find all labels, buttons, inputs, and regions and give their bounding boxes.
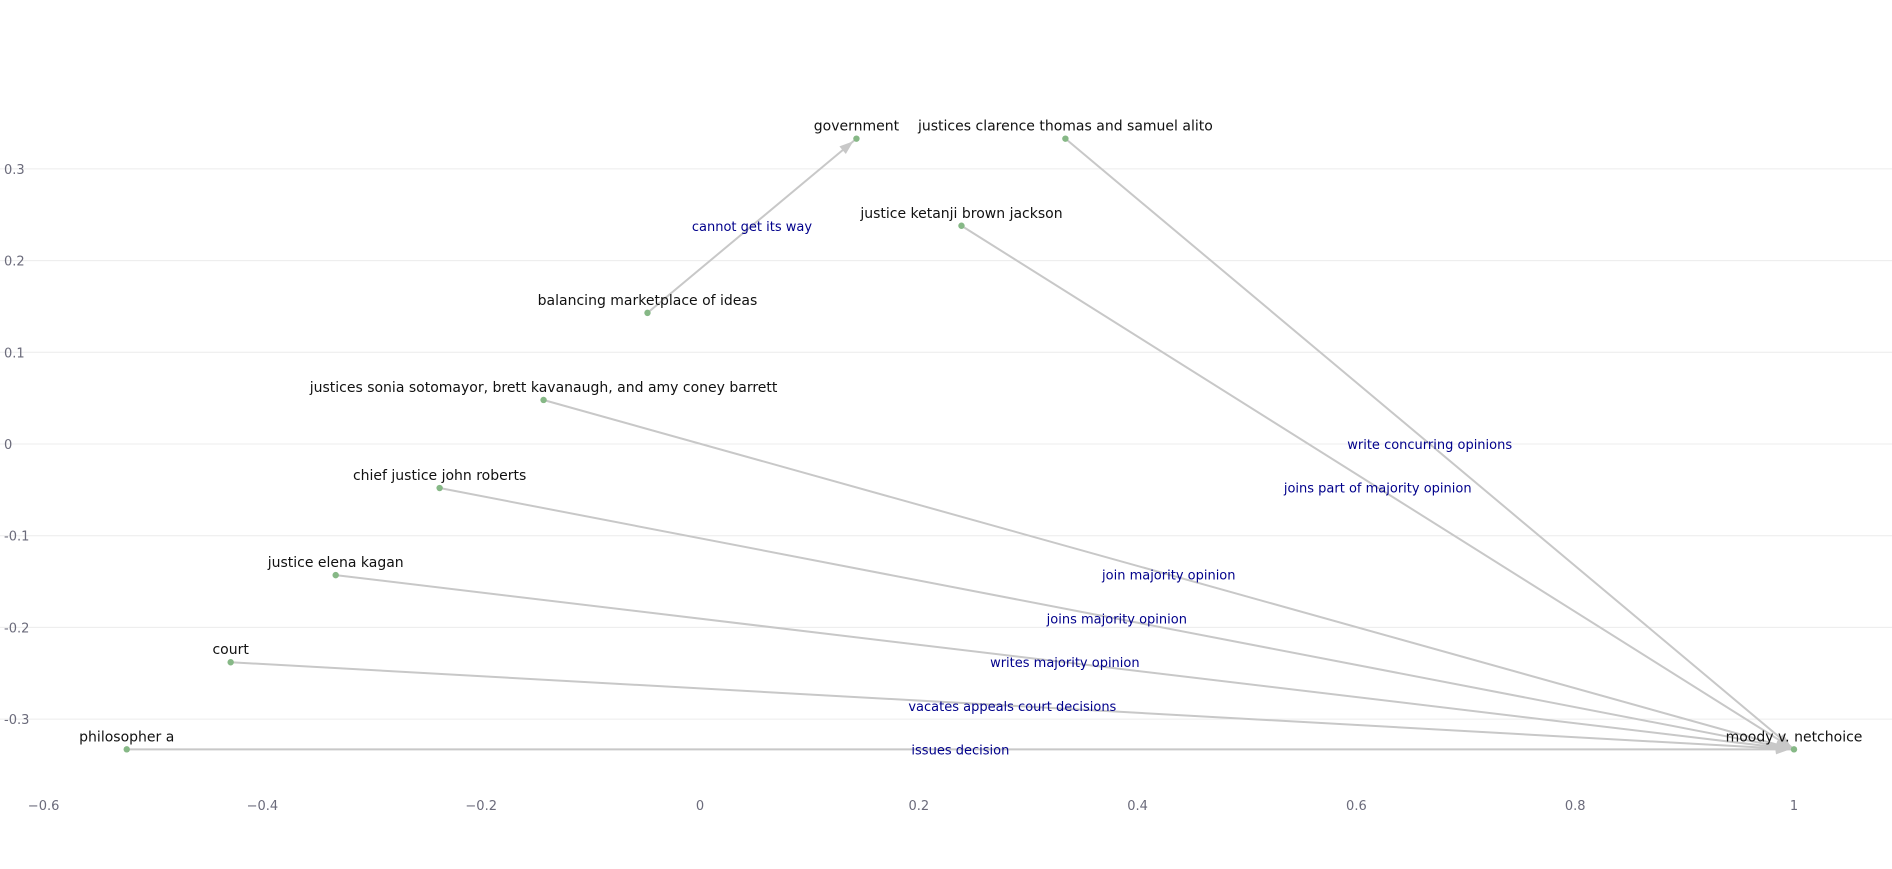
y-tick-label: 0.3 — [4, 163, 25, 178]
edge-label: issues decision — [911, 743, 1009, 758]
node-dot — [958, 222, 965, 229]
edge-label: joins majority opinion — [1046, 613, 1187, 628]
edge-label: joins part of majority opinion — [1283, 482, 1472, 497]
node-dot — [540, 396, 547, 404]
x-tick-label: 0.4 — [1127, 799, 1148, 814]
node-label: government — [814, 119, 900, 135]
edge-label: join majority opinion — [1101, 569, 1236, 584]
node-labels: government justices clarence thomas and s… — [79, 119, 1862, 746]
grid-lines — [0, 168, 1892, 720]
nodes — [123, 135, 1798, 753]
x-tick-label: −0.2 — [465, 799, 497, 814]
edge-arrowhead — [1776, 744, 1790, 755]
edge-label: vacates appeals court decisions — [908, 700, 1116, 715]
node-label: court — [212, 642, 249, 658]
edge-arrowhead — [839, 141, 854, 155]
edge-line — [1064, 137, 1795, 751]
x-tick-label: 0 — [696, 799, 704, 814]
node-dot — [436, 484, 443, 492]
edges — [126, 137, 1795, 755]
y-axis-ticks: 0.3 0.2 0.1 0 -0.1 -0.2 -0.3 — [4, 163, 29, 728]
node-dot — [332, 571, 339, 579]
y-tick-label: -0.1 — [4, 530, 29, 545]
edge-line — [439, 487, 1795, 751]
x-tick-label: 0.6 — [1346, 799, 1367, 814]
edge-line — [960, 224, 1795, 751]
node-label: justices clarence thomas and samuel alit… — [917, 119, 1213, 135]
y-tick-label: 0.1 — [4, 346, 25, 361]
x-axis-ticks: −0.6 −0.4 −0.2 0 0.2 0.4 0.6 0.8 1 — [28, 799, 1798, 814]
y-tick-label: 0.2 — [4, 255, 25, 270]
edge-line — [335, 574, 1795, 751]
node-dot — [1790, 746, 1798, 753]
node-dot — [853, 135, 860, 142]
edge-label: write concurring opinions — [1347, 438, 1512, 453]
x-tick-label: 1 — [1790, 799, 1798, 814]
node-label: justice elena kagan — [267, 555, 404, 571]
y-tick-label: 0 — [4, 438, 12, 453]
node-label: justices sonia sotomayor, brett kavanaug… — [309, 380, 778, 396]
edge-labels: cannot get its way write concurring opini… — [692, 220, 1512, 759]
edge-label: writes majority opinion — [990, 656, 1140, 671]
edge-line — [230, 661, 1795, 751]
y-tick-label: -0.3 — [4, 713, 29, 728]
node-dot — [644, 309, 651, 317]
x-tick-label: 0.8 — [1565, 799, 1586, 814]
edge-line — [543, 399, 1795, 751]
node-label: chief justice john roberts — [353, 468, 526, 484]
y-tick-label: -0.2 — [4, 621, 29, 636]
node-label: balancing marketplace of ideas — [538, 293, 758, 309]
node-dot — [227, 659, 234, 666]
x-tick-label: −0.6 — [28, 799, 60, 814]
x-tick-label: 0.2 — [908, 799, 929, 814]
node-label: moody v. netchoice — [1726, 729, 1863, 745]
node-dot — [123, 746, 130, 753]
node-label: justice ketanji brown jackson — [859, 206, 1062, 222]
edge-line — [646, 137, 858, 314]
node-label: philosopher a — [79, 729, 174, 745]
node-dot — [1062, 135, 1069, 142]
x-tick-label: −0.4 — [247, 799, 279, 814]
edge-label: cannot get its way — [692, 220, 812, 235]
